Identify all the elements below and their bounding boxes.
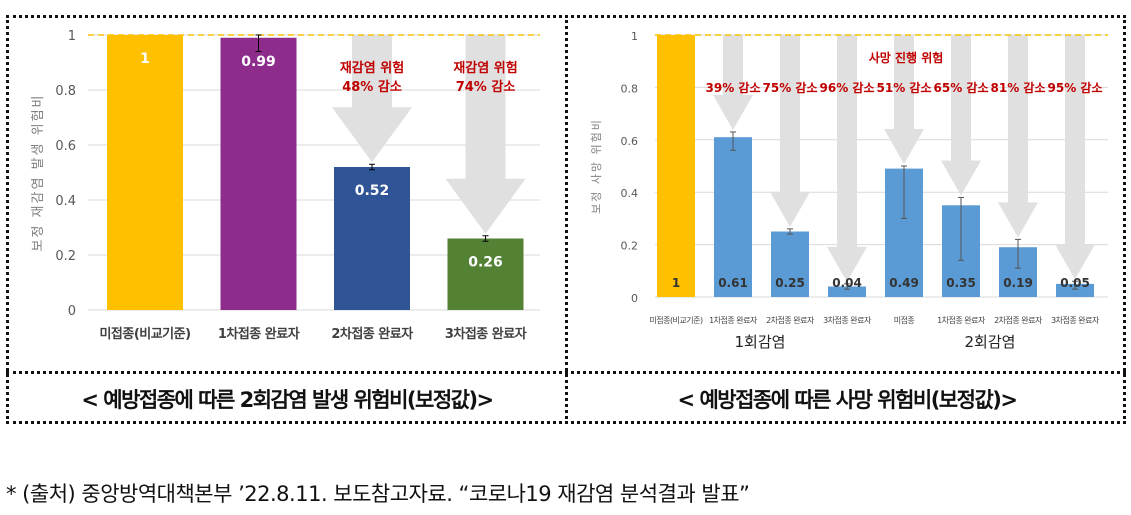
data-label: 1 xyxy=(672,276,680,290)
y-tick-label: 0.8 xyxy=(55,84,76,99)
footnote: * (출처) 중앙방역대책본부 ’22.8.11. 보도참고자료. “코로나19… xyxy=(6,482,750,506)
reduction-annotation: 재감염 위험 xyxy=(340,60,404,76)
bar xyxy=(828,286,866,297)
category-label: 2차접종 완료자 xyxy=(766,315,815,325)
decrease-arrow xyxy=(1055,35,1095,280)
category-label: 2차접종 완료자 xyxy=(994,315,1043,325)
category-label: 미접종 xyxy=(894,315,915,325)
reduction-annotation: 48% 감소 xyxy=(342,80,402,95)
decrease-arrow xyxy=(827,35,867,282)
category-label: 1차접종 완료자 xyxy=(218,326,300,342)
data-label: 0.99 xyxy=(241,54,276,70)
data-label: 0.26 xyxy=(468,255,503,271)
right-chart-title: < 예방접종에 따른 사망 위험비(보정값)> xyxy=(677,388,1018,412)
bar xyxy=(334,167,410,310)
y-tick-label: 1 xyxy=(68,29,76,44)
decrease-arrow xyxy=(445,35,526,234)
category-label: 1차접종 완료자 xyxy=(937,315,986,325)
header-annotation: 사망 진행 위험 xyxy=(869,50,944,65)
reduction-annotation: 74% 감소 xyxy=(456,80,516,95)
bar xyxy=(771,231,809,297)
decrease-arrow xyxy=(884,35,924,164)
y-tick-label: 0.4 xyxy=(55,194,76,209)
decrease-arrow xyxy=(770,35,810,227)
category-label: 2차접종 완료자 xyxy=(331,326,413,342)
y-axis-label: 보정 사망 위험비 xyxy=(590,118,603,214)
y-tick-label: 0.2 xyxy=(55,249,76,264)
divider-vertical xyxy=(565,15,568,424)
left-chart-title: < 예방접종에 따른 2회감염 발생 위험비(보정값)> xyxy=(81,388,494,412)
bar xyxy=(1056,283,1094,297)
y-tick-label: 0.8 xyxy=(621,82,639,95)
bar xyxy=(657,35,695,297)
data-label: 1 xyxy=(140,51,150,67)
reduction-annotation: 95% 감소 xyxy=(1048,80,1103,95)
reduction-annotation: 75% 감소 xyxy=(763,80,818,95)
bar xyxy=(714,137,752,297)
y-tick-label: 0 xyxy=(68,304,76,319)
reduction-annotation: 재감염 위험 xyxy=(453,60,517,76)
y-tick-label: 0.4 xyxy=(621,187,639,200)
reduction-annotation: 81% 감소 xyxy=(991,80,1046,95)
decrease-arrow xyxy=(998,35,1038,238)
decrease-arrow xyxy=(941,35,981,196)
data-label: 0.19 xyxy=(1003,276,1033,290)
decrease-arrow xyxy=(332,35,412,163)
category-label: 미접종(비교기준) xyxy=(99,326,190,342)
data-label: 0.49 xyxy=(889,276,919,290)
data-label: 0.35 xyxy=(946,276,976,290)
y-tick-label: 0.6 xyxy=(621,135,639,148)
y-tick-label: 0.6 xyxy=(55,139,76,154)
category-label: 3차접종 완료자 xyxy=(823,315,872,325)
data-label: 0.05 xyxy=(1060,276,1090,290)
bar xyxy=(220,37,297,310)
divider-horizontal xyxy=(6,371,1126,374)
group-label: 2회감염 xyxy=(965,333,1016,351)
y-tick-label: 1 xyxy=(631,30,638,43)
category-label: 3차접종 완료자 xyxy=(1051,315,1100,325)
data-label: 0.52 xyxy=(355,183,390,199)
y-tick-label: 0 xyxy=(631,292,638,305)
y-axis-label: 보정 재감염 발생 위험비 xyxy=(31,94,46,252)
reduction-annotation: 39% 감소 xyxy=(706,80,761,95)
data-label: 0.25 xyxy=(775,276,805,290)
decrease-arrow xyxy=(713,35,753,130)
bar xyxy=(107,35,183,310)
category-label: 3차접종 완료자 xyxy=(445,326,527,342)
data-label: 0.61 xyxy=(718,276,748,290)
y-tick-label: 0.2 xyxy=(621,240,639,253)
data-label: 0.04 xyxy=(832,276,862,290)
category-label: 미접종(비교기준) xyxy=(649,315,703,325)
group-label: 1회감염 xyxy=(735,333,786,351)
bar xyxy=(447,238,524,310)
reduction-annotation: 96% 감소 xyxy=(820,80,875,95)
reduction-annotation: 51% 감소 xyxy=(877,80,932,95)
reduction-annotation: 65% 감소 xyxy=(934,80,989,95)
category-label: 1차접종 완료자 xyxy=(709,315,758,325)
